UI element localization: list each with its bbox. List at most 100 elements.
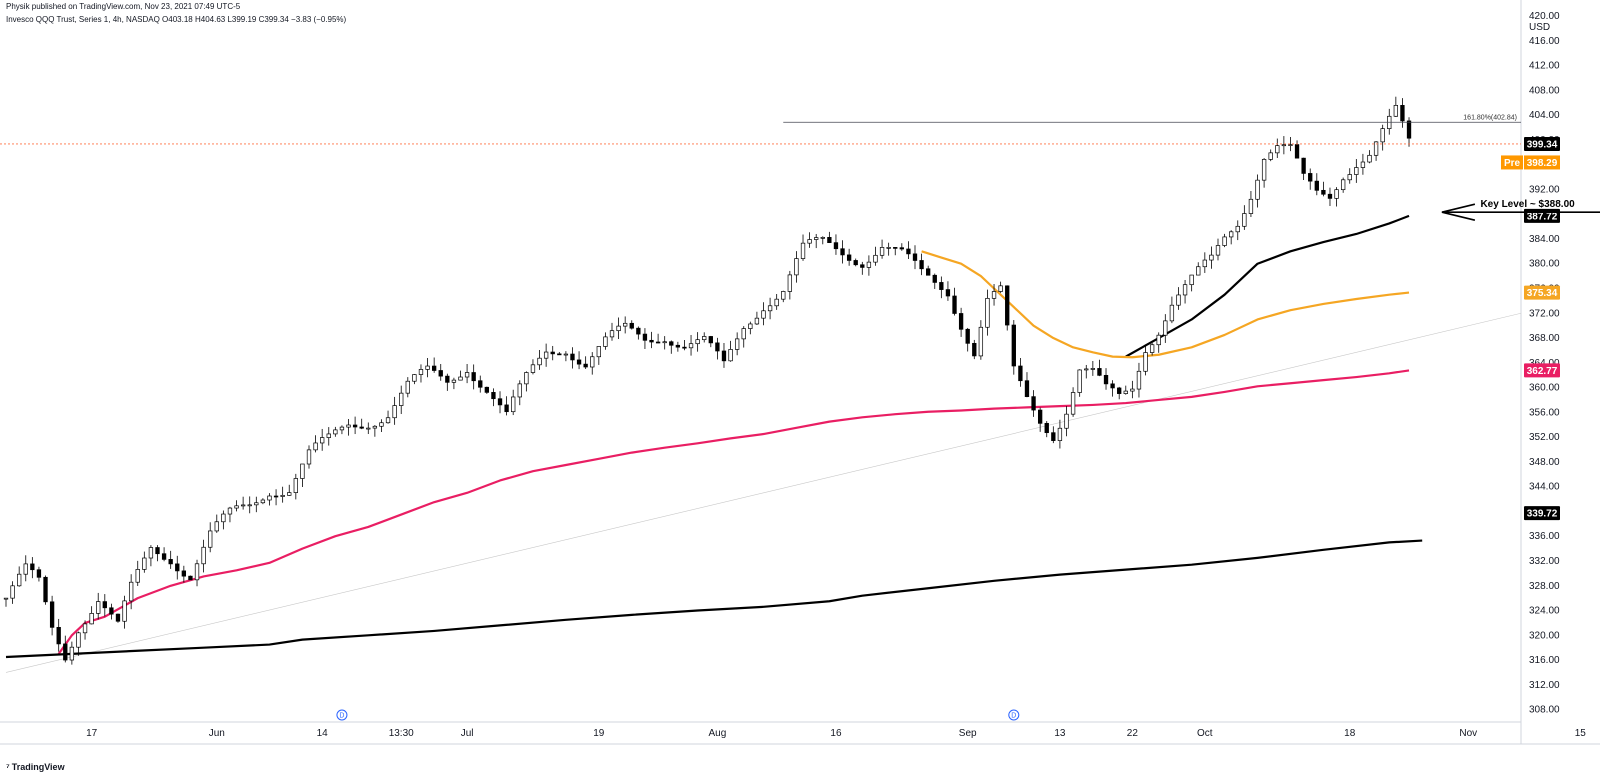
dividend-marker — [1008, 709, 1020, 721]
tradingview-icon: ⁷ — [6, 762, 10, 772]
candle-body — [695, 339, 700, 345]
candle-body — [590, 356, 595, 368]
candle-body — [431, 365, 437, 371]
candle-body — [1294, 144, 1300, 159]
candle-body — [76, 632, 81, 648]
candle-body — [458, 376, 463, 381]
candle-body — [438, 370, 443, 377]
candle-body — [1334, 189, 1339, 199]
candle-body — [333, 429, 338, 435]
candle-body — [675, 344, 681, 348]
candle-body — [293, 478, 298, 493]
candle-body — [840, 248, 845, 256]
candle-body — [240, 504, 246, 507]
candle-body — [1281, 144, 1287, 147]
candle-body — [1340, 179, 1346, 191]
candle-body — [794, 258, 799, 276]
candle-body — [247, 504, 252, 507]
candle-body — [43, 576, 48, 603]
candle-body — [636, 327, 641, 335]
candle-body — [1406, 120, 1412, 139]
candle-body — [1380, 128, 1385, 143]
candle-body — [1077, 369, 1082, 393]
candle-body — [287, 492, 292, 496]
x-tick-label: 17 — [86, 728, 98, 739]
x-tick-label: Oct — [1197, 728, 1213, 739]
candle-body — [1393, 105, 1399, 117]
x-tick-label: 22 — [1127, 728, 1139, 739]
candle-body — [234, 505, 239, 509]
candle-body — [385, 417, 391, 424]
candle-body — [912, 253, 918, 261]
candle-body — [1103, 374, 1109, 385]
candle-body — [379, 422, 384, 427]
candle-body — [998, 285, 1003, 292]
candle-body — [1242, 213, 1247, 227]
pre-price-tag-bg — [1524, 155, 1560, 170]
candle-body — [214, 521, 219, 532]
candle-body — [1051, 432, 1056, 441]
x-tick-label: 14 — [317, 728, 329, 739]
y-tick-label: 332.00 — [1529, 556, 1560, 567]
candle-body — [609, 330, 615, 338]
candle-body — [306, 449, 312, 465]
y-tick-label: 420.00 — [1529, 11, 1560, 22]
candle-body — [557, 353, 562, 356]
candle-body — [800, 242, 806, 259]
candle-body — [899, 247, 904, 250]
candle-body — [1308, 173, 1313, 182]
last-price-tag: 399.34 — [1527, 139, 1558, 150]
candle-body — [932, 274, 937, 283]
candle-body — [583, 363, 588, 368]
candle-body — [128, 581, 134, 602]
candle-body — [201, 546, 206, 565]
pre-tag-label: Pre — [1504, 158, 1521, 169]
candle-body — [366, 427, 371, 430]
candle-body — [1005, 285, 1010, 326]
candle-body — [188, 575, 193, 581]
tradingview-logo[interactable]: ⁷ TradingView — [6, 762, 65, 772]
candle-body — [1400, 105, 1405, 122]
candle-body — [702, 336, 707, 341]
candle-body — [155, 547, 160, 555]
candle-body — [254, 502, 259, 506]
published-label: Physik published on TradingView.com, Nov… — [6, 2, 241, 11]
candle-body — [56, 627, 61, 645]
candle-body — [359, 426, 364, 429]
ema-tag-1-bg — [1524, 285, 1560, 300]
candle-body — [991, 291, 997, 299]
candle-body — [208, 530, 213, 548]
candle-body — [168, 559, 173, 565]
candle-body — [1275, 145, 1280, 154]
candle-body — [781, 291, 786, 300]
candle-body — [1117, 387, 1122, 394]
candle-body — [728, 349, 733, 362]
candle-body — [721, 350, 727, 362]
candle-body — [846, 254, 852, 261]
candle-body — [405, 380, 410, 394]
candle-body — [820, 237, 825, 239]
candle-body — [300, 463, 305, 479]
candle-body — [346, 424, 351, 428]
candle-body — [669, 341, 674, 346]
y-tick-label: 336.00 — [1529, 531, 1560, 542]
x-tick-label: Jul — [461, 728, 474, 739]
y-tick-label: 364.00 — [1529, 358, 1560, 369]
y-tick-label: 372.00 — [1529, 308, 1560, 319]
y-tick-label: 344.00 — [1529, 482, 1560, 493]
x-tick-label: Nov — [1459, 728, 1477, 739]
candle-body — [886, 247, 891, 249]
candle-body — [89, 613, 94, 625]
candle-body — [958, 313, 964, 330]
candle-body — [478, 380, 483, 388]
candle-body — [879, 247, 885, 256]
candle-body — [1031, 396, 1036, 411]
candle-body — [623, 322, 628, 327]
candle-body — [1196, 266, 1201, 276]
candle-body — [543, 351, 549, 359]
candle-body — [649, 339, 654, 343]
y-tick-label: 352.00 — [1529, 432, 1560, 443]
x-tick-label: 13:30 — [389, 728, 414, 739]
candle-body — [445, 375, 450, 383]
